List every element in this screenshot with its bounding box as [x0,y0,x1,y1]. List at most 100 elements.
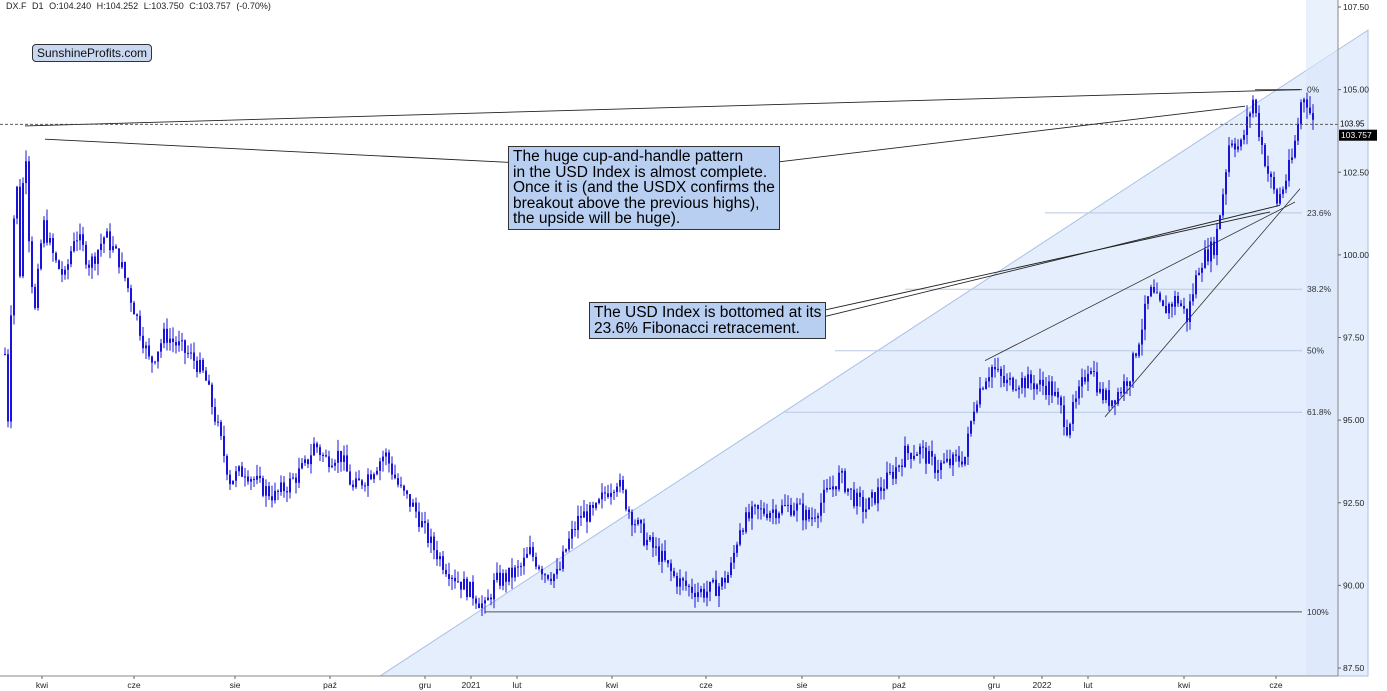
candle-body [235,471,237,481]
candle-body [247,476,249,482]
candle-body [1165,305,1167,314]
candle-body [244,476,246,478]
candle-body [382,456,384,462]
candle-body [538,566,540,569]
candle-body [442,556,444,570]
candle-body [460,581,462,590]
candle-body [844,470,846,492]
candle-body [493,580,495,600]
candle-body [1210,241,1212,262]
candle-body [70,251,72,265]
candle-body [856,492,858,507]
candle-body [133,302,135,315]
candle-body [988,377,990,382]
candle-body [520,566,522,568]
candle-body [238,466,240,472]
chart-header: DX.F D1 O:104.240 H:104.252 L:103.750 C:… [6,1,274,11]
candle-body [31,241,33,287]
candle-body [478,603,480,608]
candle-body [199,359,201,373]
candle-body [958,455,960,462]
candle-body [220,421,222,436]
candle-body [508,567,510,582]
candle-body [151,356,153,363]
candle-body [103,237,105,244]
candle-body [571,529,573,539]
candle-body [1288,160,1290,181]
candle-body [532,547,534,557]
candle-body [451,577,453,579]
candle-body [403,485,405,491]
candle-body [1081,377,1083,387]
candle-body [880,487,882,491]
candle-body [802,503,804,521]
candle-body [466,578,468,597]
candle-body [385,452,387,457]
candle-body [796,503,798,511]
candle-body [748,512,750,519]
candle-body [64,269,66,275]
candle-body [772,509,774,513]
candle-body [481,603,483,608]
candle-body [1264,144,1266,167]
candle-body [85,244,87,265]
candle-body [1273,177,1275,190]
candle-body [901,465,903,468]
candle-body [1015,389,1017,391]
candle-body [136,314,138,316]
candle-body [190,352,192,354]
candle-body [664,550,666,561]
candle-body [4,354,6,356]
candle-body [610,492,612,497]
candle-body [187,352,189,354]
candle-body [73,241,75,252]
candle-body [232,480,234,485]
candle-body [1285,180,1287,190]
candle-body [595,503,597,508]
candle-body [730,562,732,576]
candle-body [379,461,381,471]
candle-body [502,573,504,586]
candle-body [367,474,369,486]
candle-body [616,486,618,492]
candle-body [1048,381,1050,395]
candle-body [1201,267,1203,273]
candle-body [583,511,585,518]
candle-body [289,478,291,493]
candle-body [256,475,258,480]
candle-body [388,452,390,464]
candle-body [1189,301,1191,322]
candle-body [400,484,402,486]
trend-channel [984,188,1301,418]
candle-body [223,435,225,457]
candle-body [163,328,165,344]
candle-body [472,581,474,599]
candle-body [427,522,429,543]
candle-body [370,474,372,480]
fib-level-label: 50% [1307,346,1324,356]
candle-body [655,546,657,548]
candle-body [745,512,747,532]
candle-body [7,354,9,422]
candle-body [982,388,984,390]
candle-body [994,366,996,370]
candle-body [1228,145,1230,173]
candle-body [1195,275,1197,295]
candle-body [49,237,51,243]
candle-body [406,490,408,495]
candle-body [694,592,696,598]
candle-body [928,451,930,464]
candle-body [37,268,39,308]
candle-body [1177,295,1179,304]
candle-body [625,490,627,510]
candle-body [154,361,156,363]
candle-body [469,581,471,597]
candle-body [391,463,393,475]
x-tick-label: 2021 [462,680,481,690]
candle-body [436,550,438,560]
candle-body [733,552,735,563]
candle-body [316,443,318,448]
candle-body [1123,381,1125,394]
candle-body [721,578,723,587]
